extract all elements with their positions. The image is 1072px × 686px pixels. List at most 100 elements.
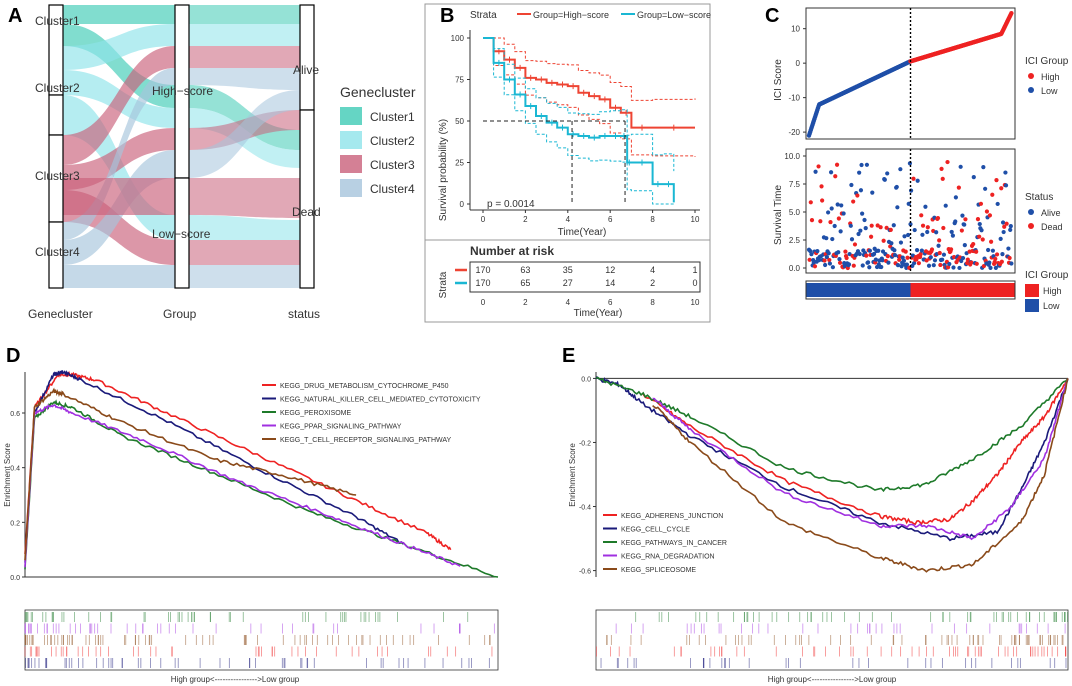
- survival-point: [939, 166, 944, 171]
- survival-point: [1006, 246, 1011, 251]
- survival-point: [857, 170, 862, 175]
- survival-point: [998, 236, 1003, 241]
- surv-ytick-label: 5.0: [789, 208, 801, 217]
- risk-table-ylabel: Strata: [438, 271, 449, 298]
- survival-point: [929, 247, 935, 252]
- survival-point: [898, 167, 903, 172]
- survival-point: [920, 232, 925, 237]
- survival-point: [940, 176, 945, 181]
- gsea-ytick-label: 0.0: [10, 575, 20, 582]
- survival-point: [924, 258, 929, 263]
- risk-table: 170 63 35 12 4 1 170 65 27 14 2 0 0 2 4 6 8 10: [455, 261, 701, 307]
- alluvial-flow-right: [189, 215, 300, 240]
- survival-point: [851, 263, 856, 268]
- survival-point: [895, 205, 900, 210]
- gsea-e-plot: 0.0 -0.2 -0.4 -0.6: [579, 372, 1069, 577]
- km-ci-upper: [483, 37, 696, 101]
- survival-point: [979, 228, 984, 233]
- survival-point: [836, 250, 841, 255]
- risk-table-box: [469, 261, 701, 293]
- survival-point: [969, 260, 974, 265]
- survival-point: [846, 262, 852, 267]
- gsea-e-legend: KEGG_ADHERENS_JUNCTION KEGG_CELL_CYCLE KEG…: [603, 513, 727, 574]
- survival-point: [911, 261, 917, 266]
- km-xtick-label: 2: [523, 215, 528, 224]
- survival-point: [892, 248, 897, 253]
- survival-point: [903, 249, 908, 254]
- surv-ytick-label: 7.5: [789, 180, 801, 189]
- km-ytick-label: 0: [460, 200, 465, 209]
- ici-score-point: [1009, 10, 1014, 16]
- alluvial-flow-left: [63, 68, 175, 240]
- survival-point: [936, 243, 941, 248]
- legend-label-cluster: Cluster2: [370, 134, 415, 148]
- survival-point: [934, 230, 939, 235]
- survival-point: [808, 200, 813, 205]
- km-ytick-label: 100: [451, 34, 465, 43]
- survival-point: [901, 258, 907, 263]
- gsea-e-xlabel: High group<---------------->Low group: [768, 675, 897, 684]
- survival-point: [957, 265, 962, 271]
- ici-ytick-label: -20: [788, 128, 800, 137]
- survival-point: [963, 217, 968, 222]
- risk-cell: 14: [605, 278, 615, 288]
- survival-point: [830, 265, 835, 270]
- survival-point: [812, 264, 818, 269]
- survival-point: [994, 178, 999, 183]
- km-curve-high: [483, 37, 695, 129]
- stratum-dead-label: Dead: [292, 205, 321, 219]
- survival-point: [1002, 224, 1007, 229]
- risk-cell: 12: [605, 265, 615, 275]
- gsea-d-xlabel: High group<---------------->Low group: [171, 675, 300, 684]
- alluvial-flow-right: [189, 265, 300, 288]
- survival-point: [905, 255, 910, 260]
- survival-point: [1003, 183, 1009, 188]
- survival-point: [807, 257, 812, 262]
- km-curve-low: [483, 37, 675, 203]
- legend-alive-text: Alive: [1041, 208, 1061, 218]
- survival-point: [880, 249, 886, 254]
- survival-point: [971, 174, 976, 180]
- km-pvalue: p = 0.0014: [487, 199, 535, 210]
- legend-dead-dot: [1028, 223, 1034, 229]
- survival-point: [882, 177, 887, 182]
- risk-cell: 27: [563, 278, 573, 288]
- risk-xtick-label: 10: [691, 298, 700, 307]
- km-xtick-label: 8: [650, 215, 655, 224]
- survival-point: [856, 231, 861, 237]
- gsea-curve: [595, 375, 1069, 542]
- survival-point: [858, 188, 864, 193]
- survival-point: [962, 222, 967, 227]
- survival-point: [974, 261, 979, 266]
- survival-point: [885, 171, 890, 176]
- survival-point: [916, 261, 921, 266]
- survival-point: [889, 241, 894, 246]
- survival-point: [974, 249, 979, 254]
- survival-point: [838, 229, 843, 234]
- gsea-curve: [24, 399, 499, 578]
- ici-ytick-label: 0: [796, 59, 801, 68]
- survival-point: [841, 211, 846, 216]
- gsea-e-barcode: [595, 609, 1069, 671]
- survival-point: [993, 256, 998, 261]
- survival-point: [919, 213, 924, 218]
- survival-point: [884, 225, 889, 230]
- survival-point: [956, 185, 961, 190]
- km-plot-area: 0 25 50 75 100 0 2 4 6 8 10: [451, 30, 700, 224]
- survival-point: [975, 217, 981, 222]
- panel-letter-c: C: [765, 5, 779, 27]
- risk-xtick-label: 4: [566, 298, 571, 307]
- risk-xtick-label: 8: [650, 298, 655, 307]
- survival-point: [869, 223, 874, 228]
- survival-point: [960, 255, 966, 261]
- survival-point: [848, 223, 853, 228]
- survival-point: [852, 242, 858, 247]
- alluvial-flow-left: [63, 24, 175, 70]
- survival-point: [868, 234, 874, 239]
- survival-point: [828, 170, 834, 175]
- survival-point: [899, 264, 904, 269]
- survival-point: [1003, 170, 1008, 175]
- axis-label-group: Group: [163, 307, 197, 321]
- survival-point: [981, 164, 986, 170]
- alluvial-labels: Cluster1 Cluster2 Cluster3 Cluster4 High−sco…: [35, 14, 321, 259]
